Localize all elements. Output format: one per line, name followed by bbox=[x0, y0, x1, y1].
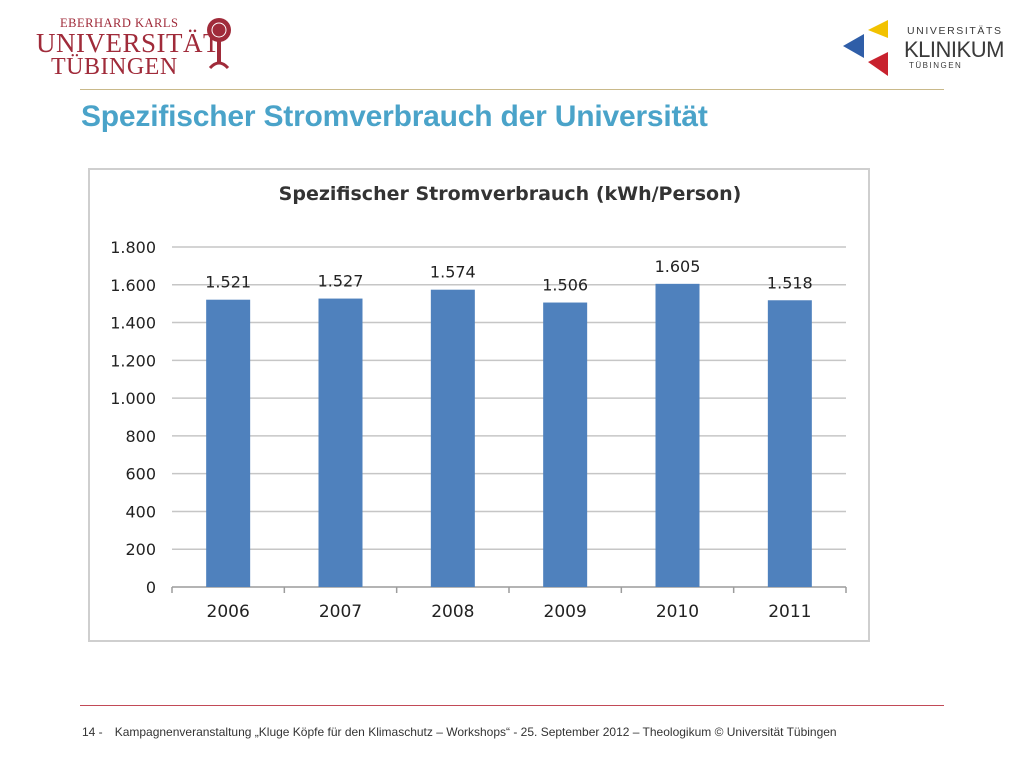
x-tick-label: 2010 bbox=[656, 602, 699, 622]
y-tick-label: 1.400 bbox=[110, 314, 156, 333]
university-logo: EBERHARD KARLS UNIVERSITÄT TÜBINGEN bbox=[36, 16, 236, 80]
chart-frame: Spezifischer Stromverbrauch (kWh/Person)… bbox=[88, 168, 870, 642]
data-label: 1.518 bbox=[767, 273, 813, 292]
y-tick-label: 1.200 bbox=[110, 351, 156, 370]
x-tick-label: 2009 bbox=[544, 602, 587, 622]
logo-right-line3: TÜBINGEN bbox=[909, 61, 963, 70]
bar bbox=[318, 298, 363, 587]
x-tick-label: 2007 bbox=[319, 602, 362, 622]
data-label: 1.527 bbox=[318, 272, 364, 291]
bar bbox=[543, 302, 588, 587]
footer-text: Kampagnenveranstaltung „Kluge Köpfe für … bbox=[114, 725, 837, 739]
bar bbox=[655, 283, 700, 587]
logo-right-line2: KLINIKUM bbox=[904, 37, 1004, 62]
y-tick-label: 600 bbox=[125, 465, 156, 484]
data-label: 1.521 bbox=[205, 273, 251, 292]
palm-tree-icon bbox=[207, 18, 231, 70]
y-tick-label: 200 bbox=[125, 540, 156, 559]
footer: 14 - Kampagnenveranstaltung „Kluge Köpfe … bbox=[82, 725, 837, 739]
bar-chart: Spezifischer Stromverbrauch (kWh/Person)… bbox=[110, 183, 847, 622]
slide-title: Spezifischer Stromverbrauch der Universi… bbox=[81, 100, 708, 133]
y-tick-label: 400 bbox=[125, 502, 156, 521]
y-tick-label: 800 bbox=[125, 427, 156, 446]
x-tick-label: 2006 bbox=[207, 602, 250, 622]
bar bbox=[430, 289, 475, 587]
footer-divider bbox=[80, 705, 944, 706]
page-number: 14 - bbox=[82, 725, 103, 739]
logo-right-line1: UNIVERSITÄTS bbox=[907, 25, 1003, 37]
bar bbox=[206, 299, 251, 587]
y-tick-label: 1.600 bbox=[110, 276, 156, 295]
x-tick-label: 2008 bbox=[431, 602, 474, 622]
logo-left-line3: TÜBINGEN bbox=[51, 54, 178, 80]
bar bbox=[767, 300, 812, 587]
header-divider bbox=[80, 89, 944, 90]
y-tick-label: 0 bbox=[146, 578, 156, 597]
data-label: 1.605 bbox=[655, 257, 701, 276]
x-tick-label: 2011 bbox=[768, 602, 811, 622]
logo-left-line2: UNIVERSITÄT bbox=[36, 28, 220, 58]
klinikum-logo: UNIVERSITÄTS KLINIKUM TÜBINGEN bbox=[838, 18, 1008, 82]
chart-title: Spezifischer Stromverbrauch (kWh/Person) bbox=[279, 183, 742, 205]
data-label: 1.574 bbox=[430, 263, 476, 282]
logo-left-line1: EBERHARD KARLS bbox=[60, 16, 179, 30]
y-tick-label: 1.800 bbox=[110, 238, 156, 257]
klinikum-emblem-icon bbox=[843, 20, 888, 76]
data-label: 1.506 bbox=[542, 276, 588, 295]
y-tick-label: 1.000 bbox=[110, 389, 156, 408]
